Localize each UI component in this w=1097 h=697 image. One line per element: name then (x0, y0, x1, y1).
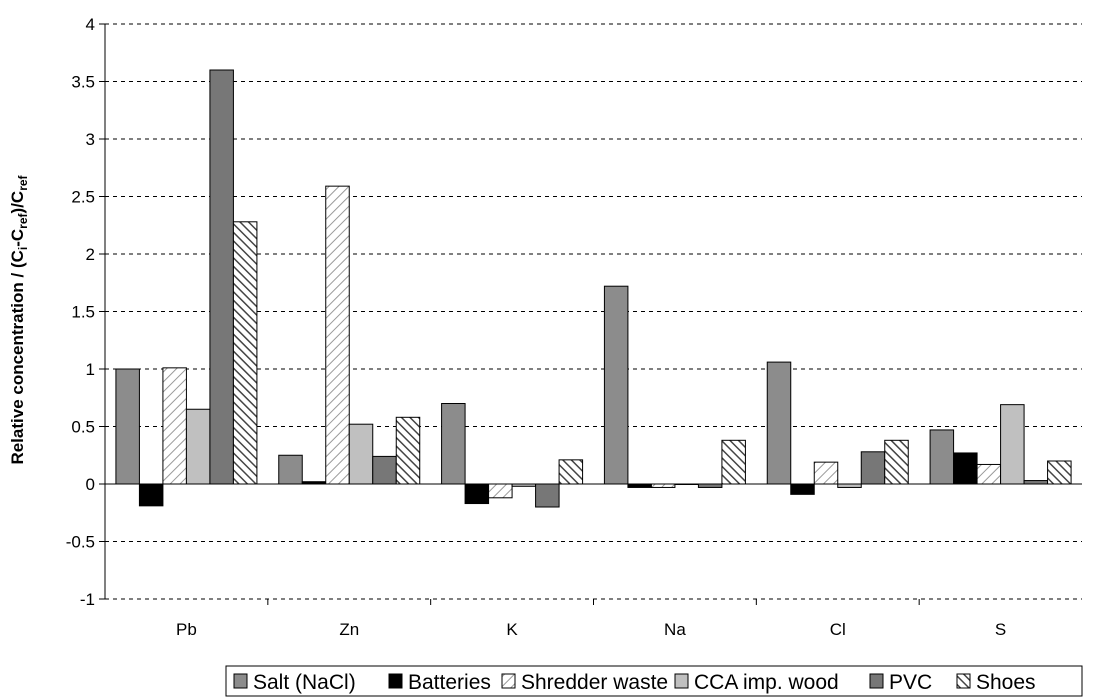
y-tick-label: -1 (80, 590, 95, 609)
legend-entry: PVC (889, 671, 932, 694)
y-tick-label: 3.5 (71, 73, 95, 92)
x-tick-label-k: K (506, 620, 518, 639)
bars (115, 69, 1072, 508)
y-tick-label: 2 (86, 245, 95, 264)
y-tick-label: 1 (86, 360, 95, 379)
legend-swatch (233, 673, 248, 689)
legend-entry: Batteries (408, 671, 491, 694)
bar-k-salt-nacl (441, 403, 466, 485)
x-tick-label-cl: Cl (830, 620, 846, 639)
y-tick-label: -0.5 (66, 533, 95, 552)
bar-cl-batteries (790, 483, 815, 495)
bar-zn-shredder-waste (325, 185, 350, 485)
bar-zn-cca-imp-wood (348, 423, 374, 485)
bar-k-batteries (464, 483, 490, 505)
y-tick-label: 2.5 (71, 188, 95, 207)
legend-swatch (388, 673, 403, 689)
legend-swatch (501, 673, 516, 689)
y-tick-label: 0 (86, 475, 95, 494)
legend-entry: CCA imp. wood (694, 671, 839, 694)
bar-na-shoes (721, 439, 746, 485)
bar-cl-salt-nacl (766, 361, 792, 485)
legend-entry: Shoes (976, 671, 1036, 694)
x-tick-label-pb: Pb (176, 620, 197, 639)
bar-na-salt-nacl (603, 285, 629, 485)
bar-k-pvc (535, 483, 560, 508)
bar-cl-shredder-waste (813, 461, 839, 485)
bar-cl-shoes (884, 439, 909, 485)
y-tick-label: 4 (86, 15, 95, 34)
bar-zn-pvc (372, 455, 397, 485)
bar-na-shredder-waste (650, 483, 676, 488)
legend-swatch (674, 673, 689, 689)
legend-box (225, 665, 1083, 697)
x-tick-label-s: S (995, 620, 1006, 639)
bar-s-batteries (953, 452, 978, 485)
bar-s-cca-imp-wood (1000, 404, 1025, 485)
bar-s-shredder-waste (976, 463, 1002, 485)
legend-swatch (956, 673, 971, 689)
bar-pb-batteries (138, 483, 164, 507)
y-axis-label: Relative concentration / (Ci-Cref)/Cref (8, 174, 30, 464)
legend-swatch (869, 673, 884, 689)
x-tick-label-na: Na (664, 620, 686, 639)
bar-s-salt-nacl (929, 429, 955, 485)
bar-na-pvc (697, 483, 723, 488)
bar-pb-cca-imp-wood (185, 408, 211, 485)
bar-na-batteries (627, 483, 652, 488)
bar-pb-pvc (209, 69, 234, 485)
bar-s-shoes (1047, 460, 1072, 485)
bar-zn-shoes (395, 416, 421, 485)
bar-cl-cca-imp-wood (837, 483, 862, 488)
bar-cl-pvc (860, 451, 886, 485)
bar-pb-shredder-waste (162, 367, 187, 485)
legend: Salt (NaCl) Batteries Shredder waste CCA im… (225, 665, 1083, 697)
y-tick-labels: -1 -0.5 0 0.5 1 1.5 2 2.5 3 3.5 4 (66, 15, 105, 609)
y-tick-label: 1.5 (71, 303, 95, 322)
x-tick-label-zn: Zn (339, 620, 359, 639)
bar-pb-salt-nacl (115, 368, 140, 485)
legend-entry: Salt (NaCl) (253, 671, 356, 694)
bar-zn-salt-nacl (278, 454, 303, 485)
y-tick-label: 3 (86, 130, 95, 149)
y-tick-label: 0.5 (71, 418, 95, 437)
bar-k-shredder-waste (488, 483, 513, 499)
legend-entry: Shredder waste (521, 671, 668, 694)
bar-k-shoes (558, 459, 584, 485)
x-tick-labels: Pb Zn K Na Cl S (176, 599, 1006, 639)
gridlines (105, 23, 1082, 600)
bar-pb-shoes (232, 221, 258, 485)
bar-s-pvc (1023, 480, 1049, 485)
